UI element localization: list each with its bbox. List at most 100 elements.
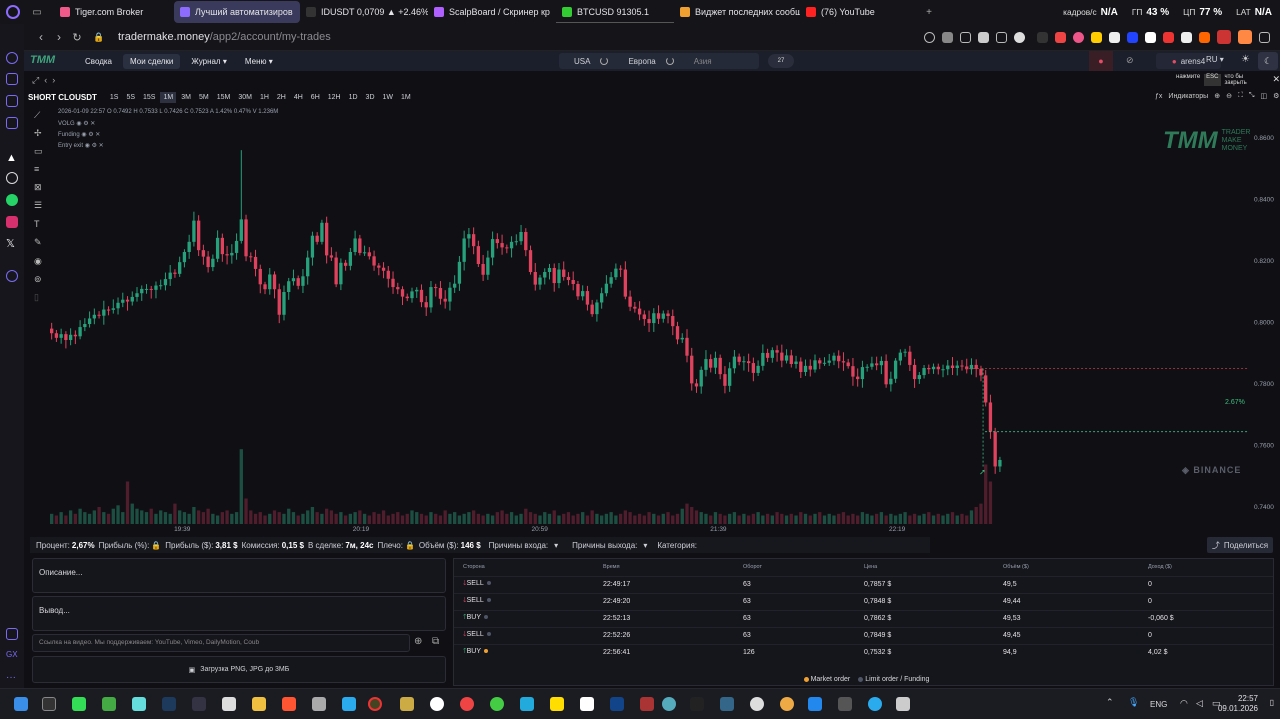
open-link-icon[interactable]: ⧉ (432, 636, 440, 647)
opera-icon[interactable] (368, 697, 382, 711)
chatgpt-icon[interactable] (6, 172, 18, 184)
zoom-in-icon[interactable]: ⊕ (1214, 93, 1221, 100)
session-asia[interactable]: Азия (693, 56, 712, 66)
upload-button[interactable]: ▣ Загрузка PNG, JPG до 3МБ (32, 656, 446, 683)
magnet-icon[interactable]: ⊚ (34, 274, 42, 284)
extension-2-icon[interactable] (1055, 31, 1066, 43)
notification-icon[interactable]: ▯ (1269, 698, 1274, 707)
close-icon[interactable]: ✕ (1272, 74, 1280, 84)
table-row[interactable]: 🡑BUY 22:52:13 63 0,7862 $49,53 -0,060 $ (454, 609, 1273, 627)
app-icon[interactable] (720, 697, 734, 711)
photoshop-icon[interactable] (162, 697, 176, 711)
extension-3-icon[interactable] (1073, 31, 1084, 43)
extension-8-icon[interactable] (1163, 31, 1174, 43)
volume-icon[interactable]: ◁ (1196, 698, 1203, 708)
description-field[interactable]: Описание... (32, 558, 446, 593)
nav-my-trades[interactable]: Мои сделки (123, 53, 181, 69)
notifications-gauge[interactable]: 27 (768, 54, 794, 68)
brave-icon[interactable] (282, 697, 296, 711)
app-icon[interactable] (838, 697, 852, 711)
heart-icon[interactable] (1014, 31, 1025, 43)
tradermake-logo[interactable]: TMM (30, 54, 56, 66)
app-icon[interactable] (780, 697, 794, 711)
player-icon[interactable] (6, 95, 18, 107)
tab-scalpboard[interactable]: ScalpBoard / Скринер кр (428, 1, 556, 23)
table-row[interactable]: 🡑BUY 22:56:41 126 0,7532 $94,9 4,02 $ (454, 643, 1273, 661)
opera-logo-icon[interactable] (6, 5, 20, 19)
app-icon[interactable] (610, 697, 624, 711)
x-icon[interactable]: 𝕏 (6, 238, 15, 250)
ruler-icon[interactable]: ✎ (34, 237, 42, 247)
text-icon[interactable]: T (34, 219, 40, 229)
app-icon[interactable] (690, 697, 704, 711)
app-icon[interactable] (896, 697, 910, 711)
steam-icon[interactable] (192, 697, 206, 711)
wifi-icon[interactable]: ◠ (1180, 698, 1188, 708)
prev-trade-icon[interactable]: ‹ (44, 75, 48, 85)
shield-icon[interactable] (978, 31, 989, 43)
extension-6-icon[interactable] (1127, 31, 1138, 43)
back-icon[interactable]: ‹ (39, 30, 43, 44)
extension-10-icon[interactable] (1199, 31, 1210, 43)
send-icon[interactable] (996, 31, 1007, 43)
fit-icon[interactable]: ⤡ (1248, 92, 1255, 99)
session-europe[interactable]: Европа (628, 56, 656, 66)
explorer-icon[interactable] (252, 697, 266, 711)
language-selector[interactable]: RU ▾ (1206, 55, 1224, 64)
app-icon[interactable] (72, 697, 86, 711)
app-icon[interactable] (662, 697, 676, 711)
rectangle-icon[interactable]: ▭ (34, 146, 43, 156)
nav-summary[interactable]: Сводка (85, 56, 113, 66)
news-icon[interactable] (6, 117, 18, 129)
app-icon[interactable] (102, 697, 116, 711)
tab-tiger[interactable]: Tiger.com Broker (54, 1, 174, 23)
tab-idusdt[interactable]: IDUSDT 0,0709 ▲ +2.46% (300, 1, 428, 23)
timeframe-10[interactable]: 4H (293, 93, 303, 101)
session-usa[interactable]: USA (574, 56, 591, 66)
sun-icon[interactable]: ☀ (1241, 54, 1250, 65)
bell-icon[interactable]: ● (1089, 51, 1113, 71)
reload-icon[interactable]: ↻ (72, 31, 82, 44)
add-link-icon[interactable]: ⊕ (414, 636, 423, 647)
timeframe-6[interactable]: 15M (216, 93, 231, 101)
language-indicator[interactable]: ENG (1150, 700, 1168, 709)
clock[interactable]: 22:57 09.01.2026 (1218, 694, 1258, 714)
eye-icon[interactable]: ◉ (34, 256, 42, 266)
aria-icon[interactable]: ▲ (6, 152, 17, 164)
fib-icon[interactable]: ≡ (34, 164, 40, 174)
pin-icon[interactable] (942, 31, 953, 43)
eye-icon[interactable]: ◉ ⚙ ✕ (76, 121, 96, 127)
extensions-icon[interactable] (6, 628, 18, 640)
app-icon[interactable] (580, 697, 594, 711)
cross-icon[interactable]: ✢ (34, 128, 42, 138)
url-field[interactable]: tradermake.money/app2/account/my-trades (118, 31, 331, 43)
telegram-icon[interactable] (342, 697, 356, 711)
downloads-icon[interactable] (1259, 31, 1270, 43)
video-link-input[interactable]: Ссылка на видео. Мы поддерживаем: YouTub… (32, 634, 410, 652)
hide-icon[interactable]: ⊘ (1126, 55, 1134, 65)
trend-line-icon[interactable]: ⟋ (34, 110, 41, 120)
table-row[interactable]: 🡓SELL 22:52:26 63 0,7849 $49,45 0 (454, 626, 1273, 644)
timeframe-13[interactable]: 1D (348, 93, 358, 101)
timeframe-0[interactable]: 1S (109, 93, 119, 101)
table-row[interactable]: 🡓SELL 22:49:20 63 0,7848 $49,44 0 (454, 592, 1273, 610)
timeframe-15[interactable]: 1W (382, 93, 394, 101)
app-icon[interactable] (460, 697, 474, 711)
timeframe-4[interactable]: 3M (181, 93, 191, 101)
task-view-icon[interactable] (42, 697, 56, 711)
app-icon[interactable] (312, 697, 326, 711)
windows-start-icon[interactable] (14, 697, 28, 711)
more-icon[interactable]: ··· (6, 672, 16, 683)
levels-icon[interactable]: ☰ (34, 200, 43, 210)
timeframe-8[interactable]: 1H (259, 93, 269, 101)
extension-5-icon[interactable] (1109, 31, 1120, 43)
search-icon[interactable] (924, 31, 935, 43)
app-icon[interactable] (640, 697, 654, 711)
nav-menu[interactable]: Меню ▾ (238, 54, 280, 69)
timeframe-16[interactable]: 1M (401, 93, 411, 101)
timeframe-9[interactable]: 2H (276, 93, 286, 101)
indicators-button[interactable]: Индикаторы (1168, 92, 1209, 100)
whatsapp-icon[interactable] (6, 194, 18, 206)
extension-4-icon[interactable] (1091, 31, 1102, 43)
forward-icon[interactable]: › (57, 30, 61, 44)
